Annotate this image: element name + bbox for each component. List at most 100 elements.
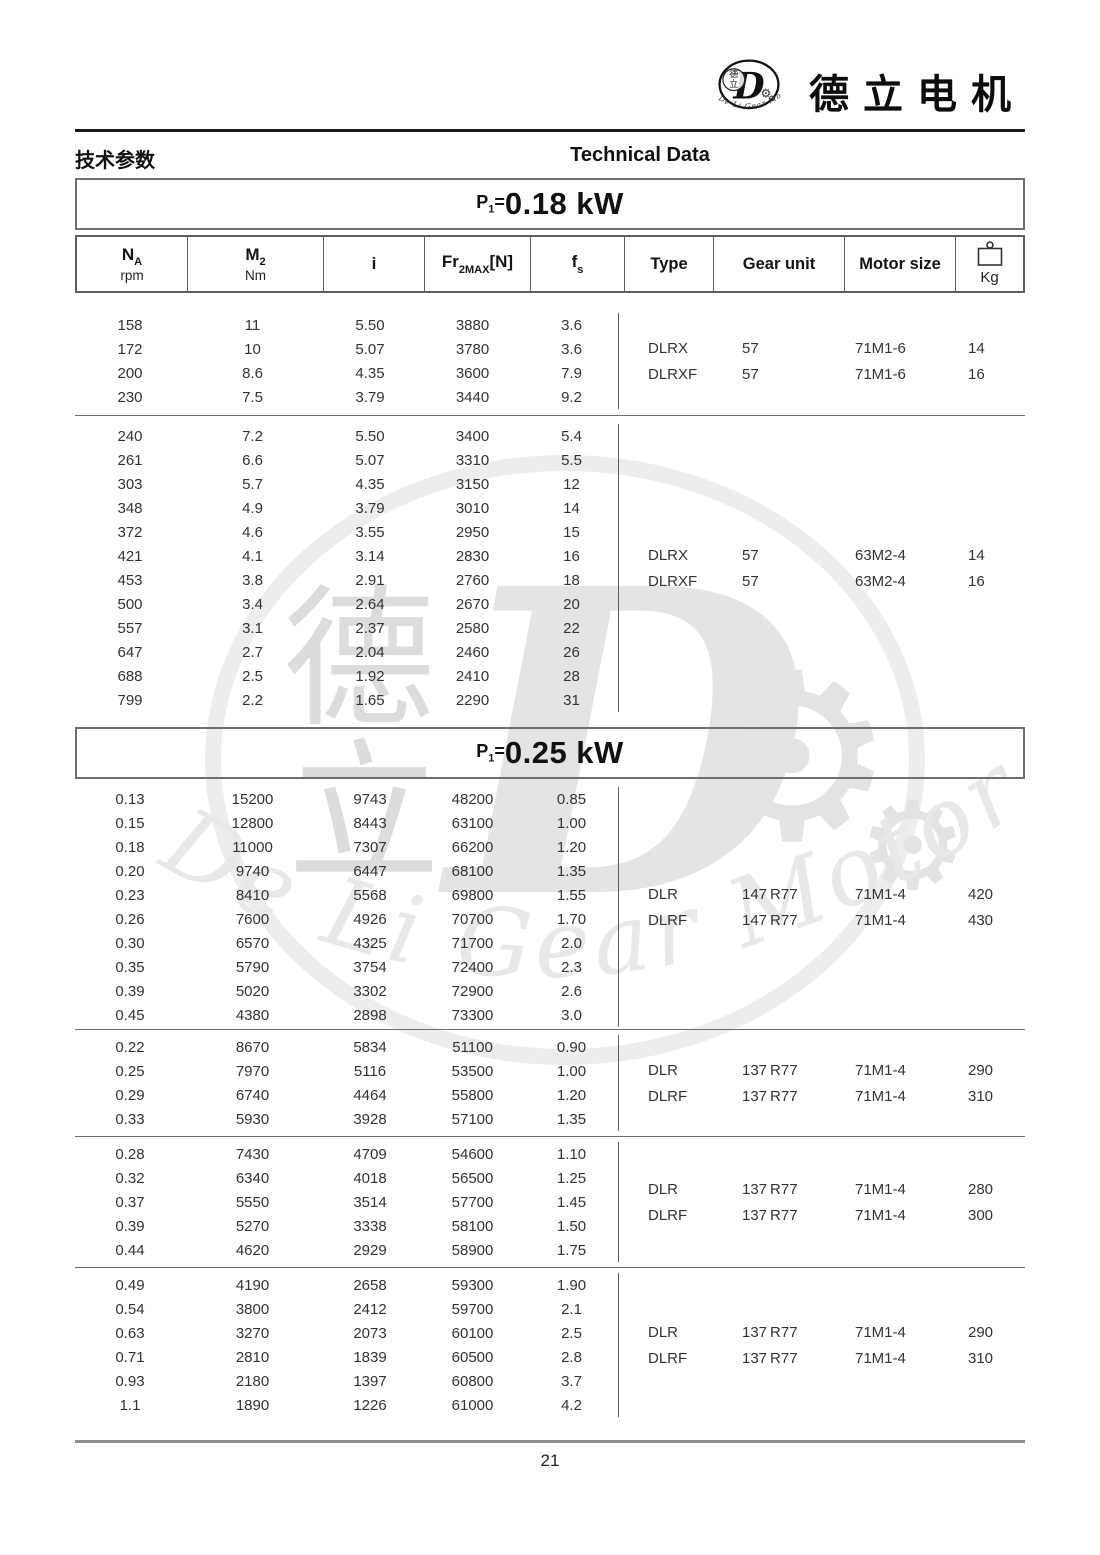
- svg-text:⚙: ⚙: [768, 94, 776, 104]
- table-cell: 0.30: [115, 934, 145, 952]
- table-row: 0.30 6570 4325 71700 2.0: [75, 931, 618, 955]
- table-cell: 5116: [353, 1062, 387, 1080]
- page-title-en: Technical Data: [570, 144, 710, 166]
- table-cell: 2073: [353, 1324, 387, 1342]
- table-row: 421 4.1 3.14 2830 16: [75, 544, 618, 568]
- table-cell: 60500: [451, 1348, 494, 1366]
- table-cell: 12800: [231, 814, 274, 832]
- table-cell: 58100: [451, 1217, 494, 1235]
- table-cell: 57100: [451, 1110, 494, 1128]
- type-info-row: DLRXF 57 63M2-4 16: [619, 568, 1024, 594]
- table-cell: 158: [117, 316, 143, 334]
- table-cell: 71700: [451, 934, 494, 952]
- table-cell: 2.37: [355, 619, 385, 637]
- table-row: 453 3.8 2.91 2760 18: [75, 568, 618, 592]
- table-cell: 16: [968, 365, 985, 383]
- table-cell: 54600: [451, 1145, 494, 1163]
- table-cell: 70700: [451, 910, 494, 928]
- table-cell: 2929: [353, 1241, 387, 1259]
- table-cell: 0.15: [115, 814, 145, 832]
- table-cell: 147 R77: [742, 885, 798, 903]
- table-cell: 500: [117, 595, 143, 613]
- table-cell: 0.44: [115, 1241, 145, 1259]
- type-info-row: DLRX 57 71M1-6 14: [619, 335, 1024, 361]
- table-cell: 0.37: [115, 1193, 145, 1211]
- table-cell: 3.6: [561, 340, 582, 358]
- table-cell: 0.29: [115, 1086, 145, 1104]
- table-row: 0.49 4190 2658 59300 1.90: [75, 1273, 618, 1297]
- table-cell: 1.45: [556, 1193, 587, 1211]
- table-cell: 0.18: [115, 838, 145, 856]
- table-cell: 6447: [353, 862, 387, 880]
- table-cell: 4190: [235, 1276, 270, 1294]
- table-cell: 8443: [353, 814, 387, 832]
- table-row: 0.22 8670 5834 51100 0.90: [75, 1035, 618, 1059]
- table-row: 0.45 4380 2898 73300 3.0: [75, 1003, 618, 1027]
- table-row: 240 7.2 5.50 3400 5.4: [75, 424, 618, 448]
- table-cell: 3.79: [355, 499, 385, 517]
- table-cell: 1.20: [556, 1086, 587, 1104]
- table-cell: 2180: [235, 1372, 270, 1390]
- table-cell: 59300: [451, 1276, 494, 1294]
- table-cell: 0.93: [115, 1372, 145, 1390]
- table-cell: 14: [968, 339, 985, 357]
- table-cell: 57: [742, 546, 759, 564]
- table-cell: 9743: [353, 790, 387, 808]
- table-cell: 0.33: [115, 1110, 145, 1128]
- weight-icon: [977, 241, 1002, 267]
- table-cell: 1.25: [556, 1169, 587, 1187]
- table-cell: 3302: [353, 982, 387, 1000]
- table-row: 0.54 3800 2412 59700 2.1: [75, 1297, 618, 1321]
- data-group: 0.28 7430 4709 54600 1.10 0.32 6340 4018 56500 1.…: [75, 1136, 1025, 1267]
- page-title-cn: 技术参数: [75, 150, 155, 172]
- table-cell: 3.6: [561, 316, 582, 334]
- table-cell: 5.50: [355, 316, 385, 334]
- table-cell: 3270: [235, 1324, 270, 1342]
- table-cell: DLRXF: [648, 572, 698, 590]
- table-cell: 1.55: [556, 886, 587, 904]
- table-cell: 60100: [451, 1324, 494, 1342]
- table-row: 0.39 5020 3302 72900 2.6: [75, 979, 618, 1003]
- table-cell: 9.2: [561, 388, 582, 406]
- table-cell: 72900: [451, 982, 494, 1000]
- table-cell: 3928: [353, 1110, 387, 1128]
- table-cell: 3.79: [355, 388, 385, 406]
- table-row: 348 4.9 3.79 3010 14: [75, 496, 618, 520]
- table-cell: 4.6: [242, 523, 263, 541]
- table-cell: 310: [968, 1087, 994, 1105]
- table-cell: 11: [244, 316, 261, 334]
- table-cell: 0.23: [115, 886, 145, 904]
- table-cell: DLR: [648, 885, 679, 903]
- table-row: 0.18 11000 7307 66200 1.20: [75, 835, 618, 859]
- table-cell: 1839: [353, 1348, 387, 1366]
- table-cell: 2412: [353, 1300, 387, 1318]
- table-cell: DLRF: [648, 1206, 688, 1224]
- header-rule: [75, 129, 1025, 132]
- table-cell: 2.04: [355, 643, 385, 661]
- table-cell: 0.26: [115, 910, 145, 928]
- table-cell: 1.00: [556, 1062, 587, 1080]
- table-cell: 2.0: [561, 934, 582, 952]
- table-cell: 71M1-4: [855, 1087, 906, 1105]
- table-cell: 0.28: [115, 1145, 145, 1163]
- table-cell: 4709: [353, 1145, 387, 1163]
- footer-rule: [75, 1440, 1025, 1443]
- table-cell: 280: [968, 1180, 994, 1198]
- table-cell: 7.2: [242, 427, 263, 445]
- table-cell: 2.64: [355, 595, 385, 613]
- table-cell: 57: [742, 365, 759, 383]
- table-cell: 200: [117, 364, 143, 382]
- data-group: 0.22 8670 5834 51100 0.90 0.25 7970 5116 53500 1.…: [75, 1029, 1025, 1136]
- table-cell: 3.7: [561, 1372, 582, 1390]
- table-cell: 63M2-4: [855, 572, 906, 590]
- table-row: 647 2.7 2.04 2460 26: [75, 640, 618, 664]
- table-cell: DLR: [648, 1180, 679, 1198]
- table-cell: 4620: [235, 1241, 270, 1259]
- table-cell: 71M1-6: [855, 339, 906, 357]
- table-cell: 303: [117, 475, 143, 493]
- type-info-row: DLRX 57 63M2-4 14: [619, 542, 1024, 568]
- table-row: 0.25 7970 5116 53500 1.00: [75, 1059, 618, 1083]
- section-title-025kw: P1= 0.25 kW: [75, 727, 1025, 779]
- table-cell: 8670: [235, 1038, 270, 1056]
- table-row: 230 7.5 3.79 3440 9.2: [75, 385, 618, 409]
